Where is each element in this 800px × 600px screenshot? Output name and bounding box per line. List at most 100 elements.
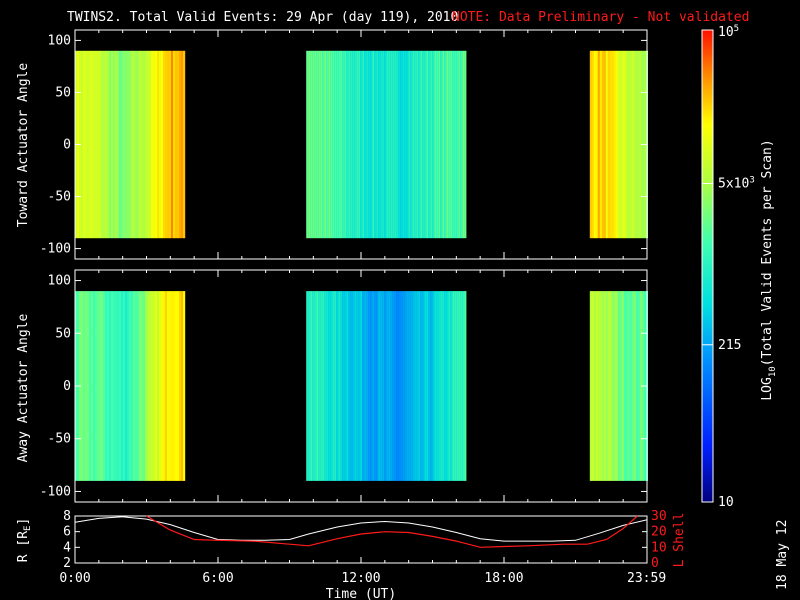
heatmap-column xyxy=(336,50,339,239)
heatmap-column xyxy=(346,50,349,239)
heatmap-column xyxy=(374,291,377,481)
heatmap-column xyxy=(460,50,463,239)
heatmap-column xyxy=(338,50,341,239)
heatmap-column xyxy=(163,291,166,481)
heatmap-column xyxy=(384,291,387,481)
away-panel: 100 50 0 -50 -100 Away Actuator Angle xyxy=(16,269,648,503)
date-stamp: 18 May 12 xyxy=(775,520,790,590)
heatmap-column xyxy=(97,291,100,481)
heatmap-column xyxy=(633,50,636,239)
l-shell-tick-label: 0 xyxy=(651,556,659,571)
heatmap-column xyxy=(133,291,136,481)
heatmap-column xyxy=(434,50,437,239)
heatmap-column xyxy=(418,291,421,481)
colorbar-label: LOG10(Total Valid Events per Scan) xyxy=(760,139,778,400)
colorbar-ticks: 105 5x103 215 10 xyxy=(702,24,755,510)
heatmap-column xyxy=(422,291,425,481)
heatmap-column xyxy=(639,50,642,239)
heatmap-column xyxy=(607,291,610,481)
heatmap-column xyxy=(599,50,602,239)
heatmap-column xyxy=(121,50,124,239)
heatmap-column xyxy=(420,291,423,481)
heatmap-column xyxy=(380,50,383,239)
heatmap-column xyxy=(348,291,351,481)
heatmap-column xyxy=(169,291,172,481)
y-tick-label: -100 xyxy=(40,484,71,499)
heatmap-column xyxy=(374,50,377,239)
heatmap-column xyxy=(89,291,92,481)
heatmap-column xyxy=(404,291,407,481)
heatmap-column xyxy=(151,50,154,239)
heatmap-column xyxy=(408,291,411,481)
heatmap-column xyxy=(599,291,602,481)
r-tick-label: 6 xyxy=(63,525,71,540)
heatmap-column xyxy=(171,50,174,239)
y-tick-label: -100 xyxy=(40,242,71,257)
heatmap-column xyxy=(179,291,182,481)
heatmap-column xyxy=(390,291,393,481)
r-distance-line xyxy=(74,516,647,542)
heatmap-column xyxy=(314,50,317,239)
heatmap-column xyxy=(175,291,178,481)
heatmap-column xyxy=(454,50,457,239)
heatmap-column xyxy=(177,291,180,481)
heatmap-column xyxy=(115,291,118,481)
time-tick-label: 6:00 xyxy=(202,571,233,586)
heatmap-column xyxy=(625,291,628,481)
heatmap-column xyxy=(179,50,182,239)
heatmap-column xyxy=(119,291,122,481)
heatmap-column xyxy=(623,50,626,239)
heatmap-column xyxy=(370,291,373,481)
heatmap-column xyxy=(83,50,86,239)
heatmap-column xyxy=(611,50,614,239)
heatmap-column xyxy=(432,50,435,239)
heatmap-column xyxy=(416,291,419,481)
heatmap-column xyxy=(386,291,389,481)
toward-heatmap xyxy=(75,50,648,239)
heatmap-column xyxy=(609,50,612,239)
heatmap-column xyxy=(627,50,630,239)
y-tick-label: 0 xyxy=(63,138,71,153)
heatmap-column xyxy=(448,50,451,239)
heatmap-column xyxy=(450,50,453,239)
heatmap-column xyxy=(376,50,379,239)
heatmap-column xyxy=(368,50,371,239)
heatmap-column xyxy=(91,291,94,481)
heatmap-column xyxy=(380,291,383,481)
heatmap-column xyxy=(326,291,329,481)
heatmap-column xyxy=(607,50,610,239)
heatmap-column xyxy=(342,291,345,481)
heatmap-column xyxy=(344,291,347,481)
heatmap-column xyxy=(308,291,311,481)
colorbar: 105 5x103 215 10 LOG10(Total Valid Events p… xyxy=(701,24,778,510)
heatmap-column xyxy=(394,291,397,481)
heatmap-column xyxy=(360,291,363,481)
heatmap-column xyxy=(119,50,122,239)
heatmap-column xyxy=(103,291,106,481)
heatmap-column xyxy=(177,50,180,239)
heatmap-column xyxy=(412,50,415,239)
heatmap-column xyxy=(113,50,116,239)
heatmap-column xyxy=(123,50,126,239)
heatmap-column xyxy=(167,291,170,481)
heatmap-column xyxy=(93,50,96,239)
heatmap-column xyxy=(623,291,626,481)
heatmap-column xyxy=(346,291,349,481)
heatmap-column xyxy=(615,291,618,481)
heatmap-column xyxy=(93,291,96,481)
heatmap-column xyxy=(408,50,411,239)
heatmap-column xyxy=(404,50,407,239)
heatmap-column xyxy=(637,50,640,239)
heatmap-column xyxy=(372,50,375,239)
heatmap-column xyxy=(462,291,465,481)
heatmap-column xyxy=(141,50,144,239)
heatmap-column xyxy=(334,50,337,239)
heatmap-column xyxy=(99,291,102,481)
heatmap-column xyxy=(105,291,108,481)
heatmap-column xyxy=(149,291,152,481)
heatmap-column xyxy=(400,50,403,239)
heatmap-column xyxy=(440,291,443,481)
heatmap-column xyxy=(434,291,437,481)
heatmap-column xyxy=(155,50,158,239)
heatmap-column xyxy=(631,291,634,481)
